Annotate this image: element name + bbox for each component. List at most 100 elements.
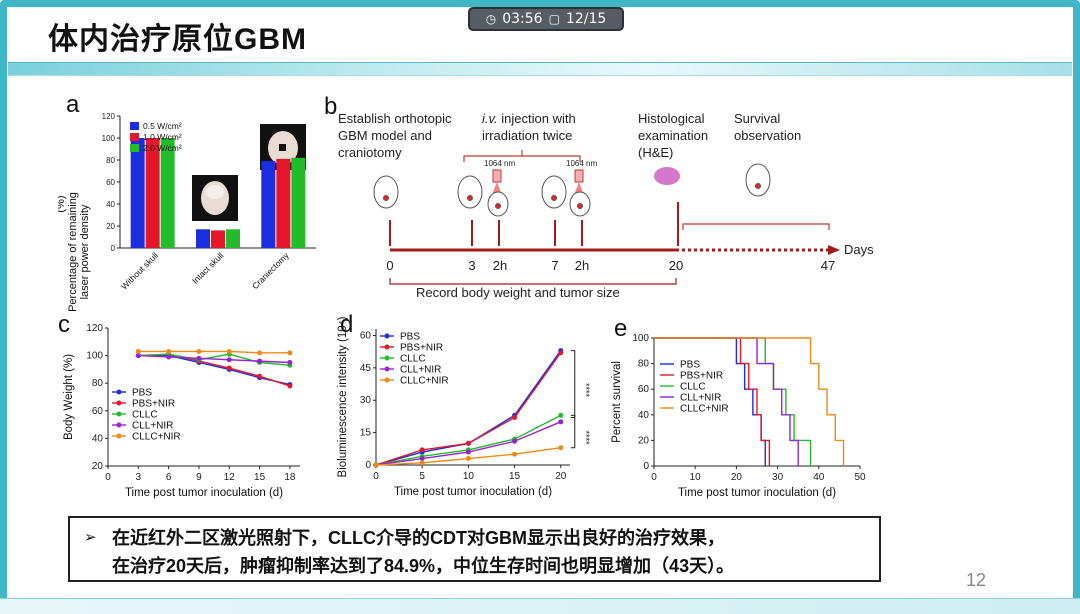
mouse-icon-5 [569, 191, 591, 217]
chart-d-point [512, 451, 518, 457]
chart-a-legend-swatch [130, 133, 139, 141]
timeline-arrowhead [828, 245, 840, 255]
chart-c-legend-marker [116, 433, 122, 439]
chart-d-point [512, 415, 518, 421]
step2-line1: i.v. injection with [482, 111, 576, 126]
chart-c-ylabel: Body Weight (%) [63, 354, 75, 440]
chart-d-point [465, 449, 471, 455]
chart-c-point [257, 373, 263, 379]
chart-c-legend-label: CLL+NIR [132, 421, 173, 432]
photo-intact-skull [192, 175, 238, 221]
chart-d-xtick-label: 10 [463, 471, 475, 482]
chart-e-legend-label: CLLC [680, 382, 706, 393]
step3-line2: examination [638, 128, 708, 143]
laser-label-1: 1064 nm [484, 159, 515, 168]
chart-d-point [419, 447, 425, 453]
chart-d-xtick-label: 20 [555, 471, 567, 482]
chart-c-ytick-label: 40 [92, 433, 104, 444]
tick-day-0: 0 [386, 258, 393, 273]
panel-label-d: d [340, 311, 353, 338]
chart-c-legend-label: PBS [132, 388, 152, 399]
chart-a-bar [211, 230, 225, 248]
chart-d-point [419, 460, 425, 466]
chart-e-ytick-label: 20 [638, 435, 650, 446]
figure-panels: a b c d e Percentage of remaining laser … [55, 91, 878, 512]
chart-c-point [257, 358, 263, 364]
chart-d-sig-bracket [570, 414, 576, 449]
chart-c-ytick-label: 120 [86, 323, 103, 334]
chart-a-ytick-label: 20 [106, 222, 115, 231]
chart-a-bar [261, 161, 276, 248]
chart-c-legend-marker [116, 389, 122, 395]
timer-time: 03:56 [502, 11, 543, 27]
panel-a-ylabel-unit: (%) [58, 195, 67, 212]
chart-a-category-label: Without skull [119, 250, 160, 291]
mouse-icon-3 [487, 191, 509, 217]
chart-d-point [512, 438, 518, 444]
mouse-icon-2 [457, 175, 483, 209]
clock-icon: ◷ [485, 12, 497, 26]
chart-c-point [135, 353, 141, 359]
chart-e-survival-curve [654, 337, 845, 466]
chart-a-bar [145, 138, 160, 248]
slide-counter: 12/15 [565, 11, 607, 27]
chart-e-ytick-label: 80 [638, 359, 650, 370]
chart-c-point [226, 357, 232, 363]
chart-d-point [558, 412, 564, 418]
summary-line-2: 在治疗20天后，肿瘤抑制率达到了84.9%，中位生存时间也明显增加（43天）。 [112, 556, 735, 576]
chart-c-legend-marker [116, 400, 122, 406]
chart-e-xtick-label: 10 [690, 472, 702, 483]
chart-c-point [135, 348, 141, 354]
mouse-icon-4 [541, 175, 567, 209]
chart-d-point [373, 462, 379, 468]
panel-label-a: a [66, 92, 80, 118]
bullet-arrow-icon: ➢ [84, 529, 97, 546]
chart-a-bar [160, 138, 175, 248]
chart-c-legend-label: PBS+NIR [132, 399, 175, 410]
chart-d-legend-label: PBS+NIR [400, 343, 443, 354]
chart-d-point [419, 456, 425, 462]
chart-a-bar [130, 138, 145, 248]
chart-c-xtick-label: 9 [196, 472, 202, 483]
panel-label-e: e [614, 315, 627, 342]
tick-day-47: 47 [821, 258, 835, 273]
chart-d-legend-marker [384, 355, 390, 361]
chart-d-legend-marker [384, 344, 390, 350]
chart-a-legend-label: 0.5 W/cm² [143, 121, 182, 131]
chart-d-point [558, 445, 564, 451]
chart-c-point [166, 348, 172, 354]
chart-a-legend-swatch [130, 122, 139, 130]
presentation-timer[interactable]: ◷ 03:56 ▢ 12/15 [468, 7, 624, 31]
step3-line1: Histological [638, 111, 705, 126]
panel-label-b: b [324, 93, 337, 120]
chart-e-xtick-label: 40 [813, 472, 825, 483]
schematic-b: Establish orthotopic GBM model and crani… [338, 111, 874, 300]
record-bracket [389, 278, 677, 285]
chart-a-legend-swatch [130, 144, 139, 152]
chart-a-bar [291, 157, 306, 248]
chart-d-xtick-label: 15 [509, 471, 521, 482]
chart-c-point [287, 350, 293, 356]
chart-c-series-line [138, 354, 291, 386]
slide-icon: ▢ [548, 12, 560, 26]
chart-e-xtick-label: 0 [651, 472, 657, 483]
summary-box: ➢ 在近红外二区激光照射下，CLLC介导的CDT对GBM显示出良好的治疗效果， … [68, 516, 881, 582]
chart-d-sig-bracket [570, 350, 576, 419]
chart-a-bar [276, 158, 291, 248]
injection-bracket [463, 150, 581, 162]
chart-c-legend-label: CLLC+NIR [132, 432, 181, 443]
chart-d-ytick-label: 0 [365, 460, 371, 471]
chart-e-xtick-label: 50 [854, 472, 866, 483]
chart-c-legend-label: CLLC [132, 410, 158, 421]
chart-c-ytick-label: 20 [92, 461, 104, 472]
chart-a-ytick-label: 120 [102, 112, 116, 121]
chart-d-point [465, 440, 471, 446]
chart-c-point [166, 354, 172, 360]
timeline-markers [389, 202, 679, 246]
slide-bottom-strip [0, 598, 1080, 614]
chart-a-ytick-label: 80 [106, 156, 115, 165]
chart-d-sig-label: **** [581, 383, 591, 398]
chart-c-legend-marker [116, 411, 122, 417]
chart-d-xtick-label: 5 [419, 471, 425, 482]
